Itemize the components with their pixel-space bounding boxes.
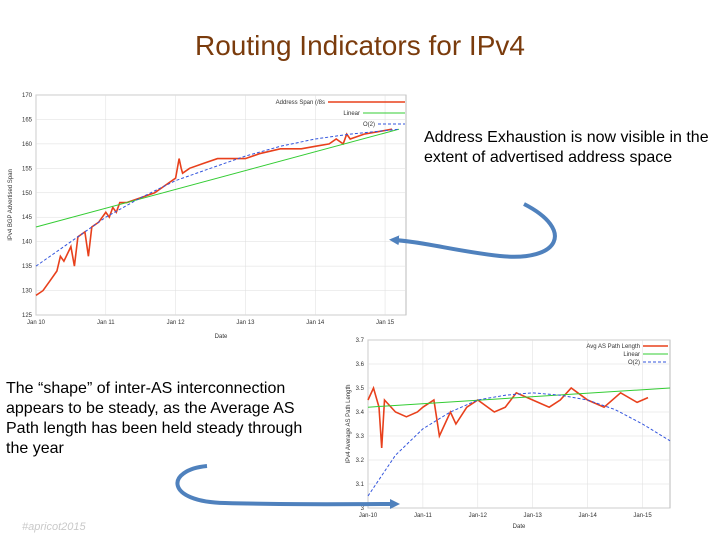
- chart2-legend: Avg AS Path Length Linear O(2): [586, 344, 668, 366]
- chart1-ytick: 130: [22, 289, 33, 295]
- chart2-ylabel: IPv4 Average AS Path Length: [346, 385, 352, 464]
- chart1-ytick: 145: [22, 215, 33, 221]
- chart1-xtick: Jan 11: [97, 320, 115, 326]
- apricot-logo: #apricot2015: [22, 521, 86, 533]
- callout-as-path-length: The “shape” of inter-AS interconnection …: [6, 380, 303, 457]
- chart1-xtick: Jan 13: [236, 320, 255, 326]
- chart2-series-linear: [367, 387, 671, 408]
- chart1-ytick: 160: [22, 142, 33, 148]
- chart1-ytick: 170: [22, 93, 33, 99]
- chart2-ytick: 3.6: [356, 362, 365, 368]
- chart2-frame: [367, 339, 671, 509]
- slide-title: Routing Indicators for IPv4: [195, 30, 525, 61]
- chart1-legend: Address Span (/8s Linear O(2): [276, 100, 405, 128]
- chart2-xtick: Jan-12: [469, 513, 488, 519]
- chart2-xtick: Jan-15: [633, 513, 652, 519]
- chart1-legend-label-1: Linear: [343, 111, 360, 117]
- chart1-ylabel: IPv4 BGP Advertised Span: [8, 169, 14, 241]
- chart1-xtick: Jan 14: [306, 320, 325, 326]
- chart1-xtick: Jan 10: [27, 320, 46, 326]
- chart2-ytick: 3.4: [356, 410, 365, 416]
- chart1-legend-label-0: Address Span (/8s: [276, 100, 325, 106]
- chart2-series-avg-as-path-length: [367, 385, 649, 449]
- chart1-ytick: 150: [22, 191, 33, 197]
- chart1-frame: [35, 94, 407, 316]
- chart2-series-o-2: [367, 392, 671, 497]
- chart1-ytick: 135: [22, 264, 33, 270]
- chart1-ytick: 155: [22, 166, 33, 172]
- chart1-xtick: Jan 15: [376, 320, 395, 326]
- chart2-xtick: Jan-10: [359, 513, 378, 519]
- chart1-series-linear: [35, 128, 400, 228]
- chart2-ytick: 3.3: [356, 434, 365, 440]
- chart1-legend-label-2: O(2): [363, 122, 375, 128]
- chart1-ytick: 165: [22, 117, 33, 123]
- chart2-xtick: Jan-13: [524, 513, 543, 519]
- chart2-xtick: Jan-14: [578, 513, 597, 519]
- chart1-xlabel: Date: [215, 334, 228, 340]
- chart2-xlabel: Date: [513, 524, 526, 530]
- chart2-legend-label-2: O(2): [628, 360, 640, 366]
- chart2-ytick: 3.7: [356, 338, 365, 344]
- chart2-xtick: Jan-11: [414, 513, 433, 519]
- chart2-ytick: 3.2: [356, 458, 365, 464]
- chart2-ytick: 3: [361, 506, 365, 512]
- chart2-ytick: 3.1: [356, 482, 365, 488]
- chart1-xtick: Jan 12: [167, 320, 186, 326]
- chart2-legend-label-0: Avg AS Path Length: [586, 344, 640, 350]
- chart2-ytick: 3.5: [356, 386, 365, 392]
- arrow-to-chart2: [175, 464, 400, 510]
- chart1-ytick: 140: [22, 240, 33, 246]
- chart1-ytick: 125: [22, 313, 33, 319]
- chart2-legend-label-1: Linear: [623, 352, 640, 358]
- chart1-series-o-2: [35, 128, 400, 267]
- callout-address-exhaustion: Address Exhaustion is now visible in the…: [424, 129, 709, 166]
- arrow-to-chart1: [389, 202, 557, 259]
